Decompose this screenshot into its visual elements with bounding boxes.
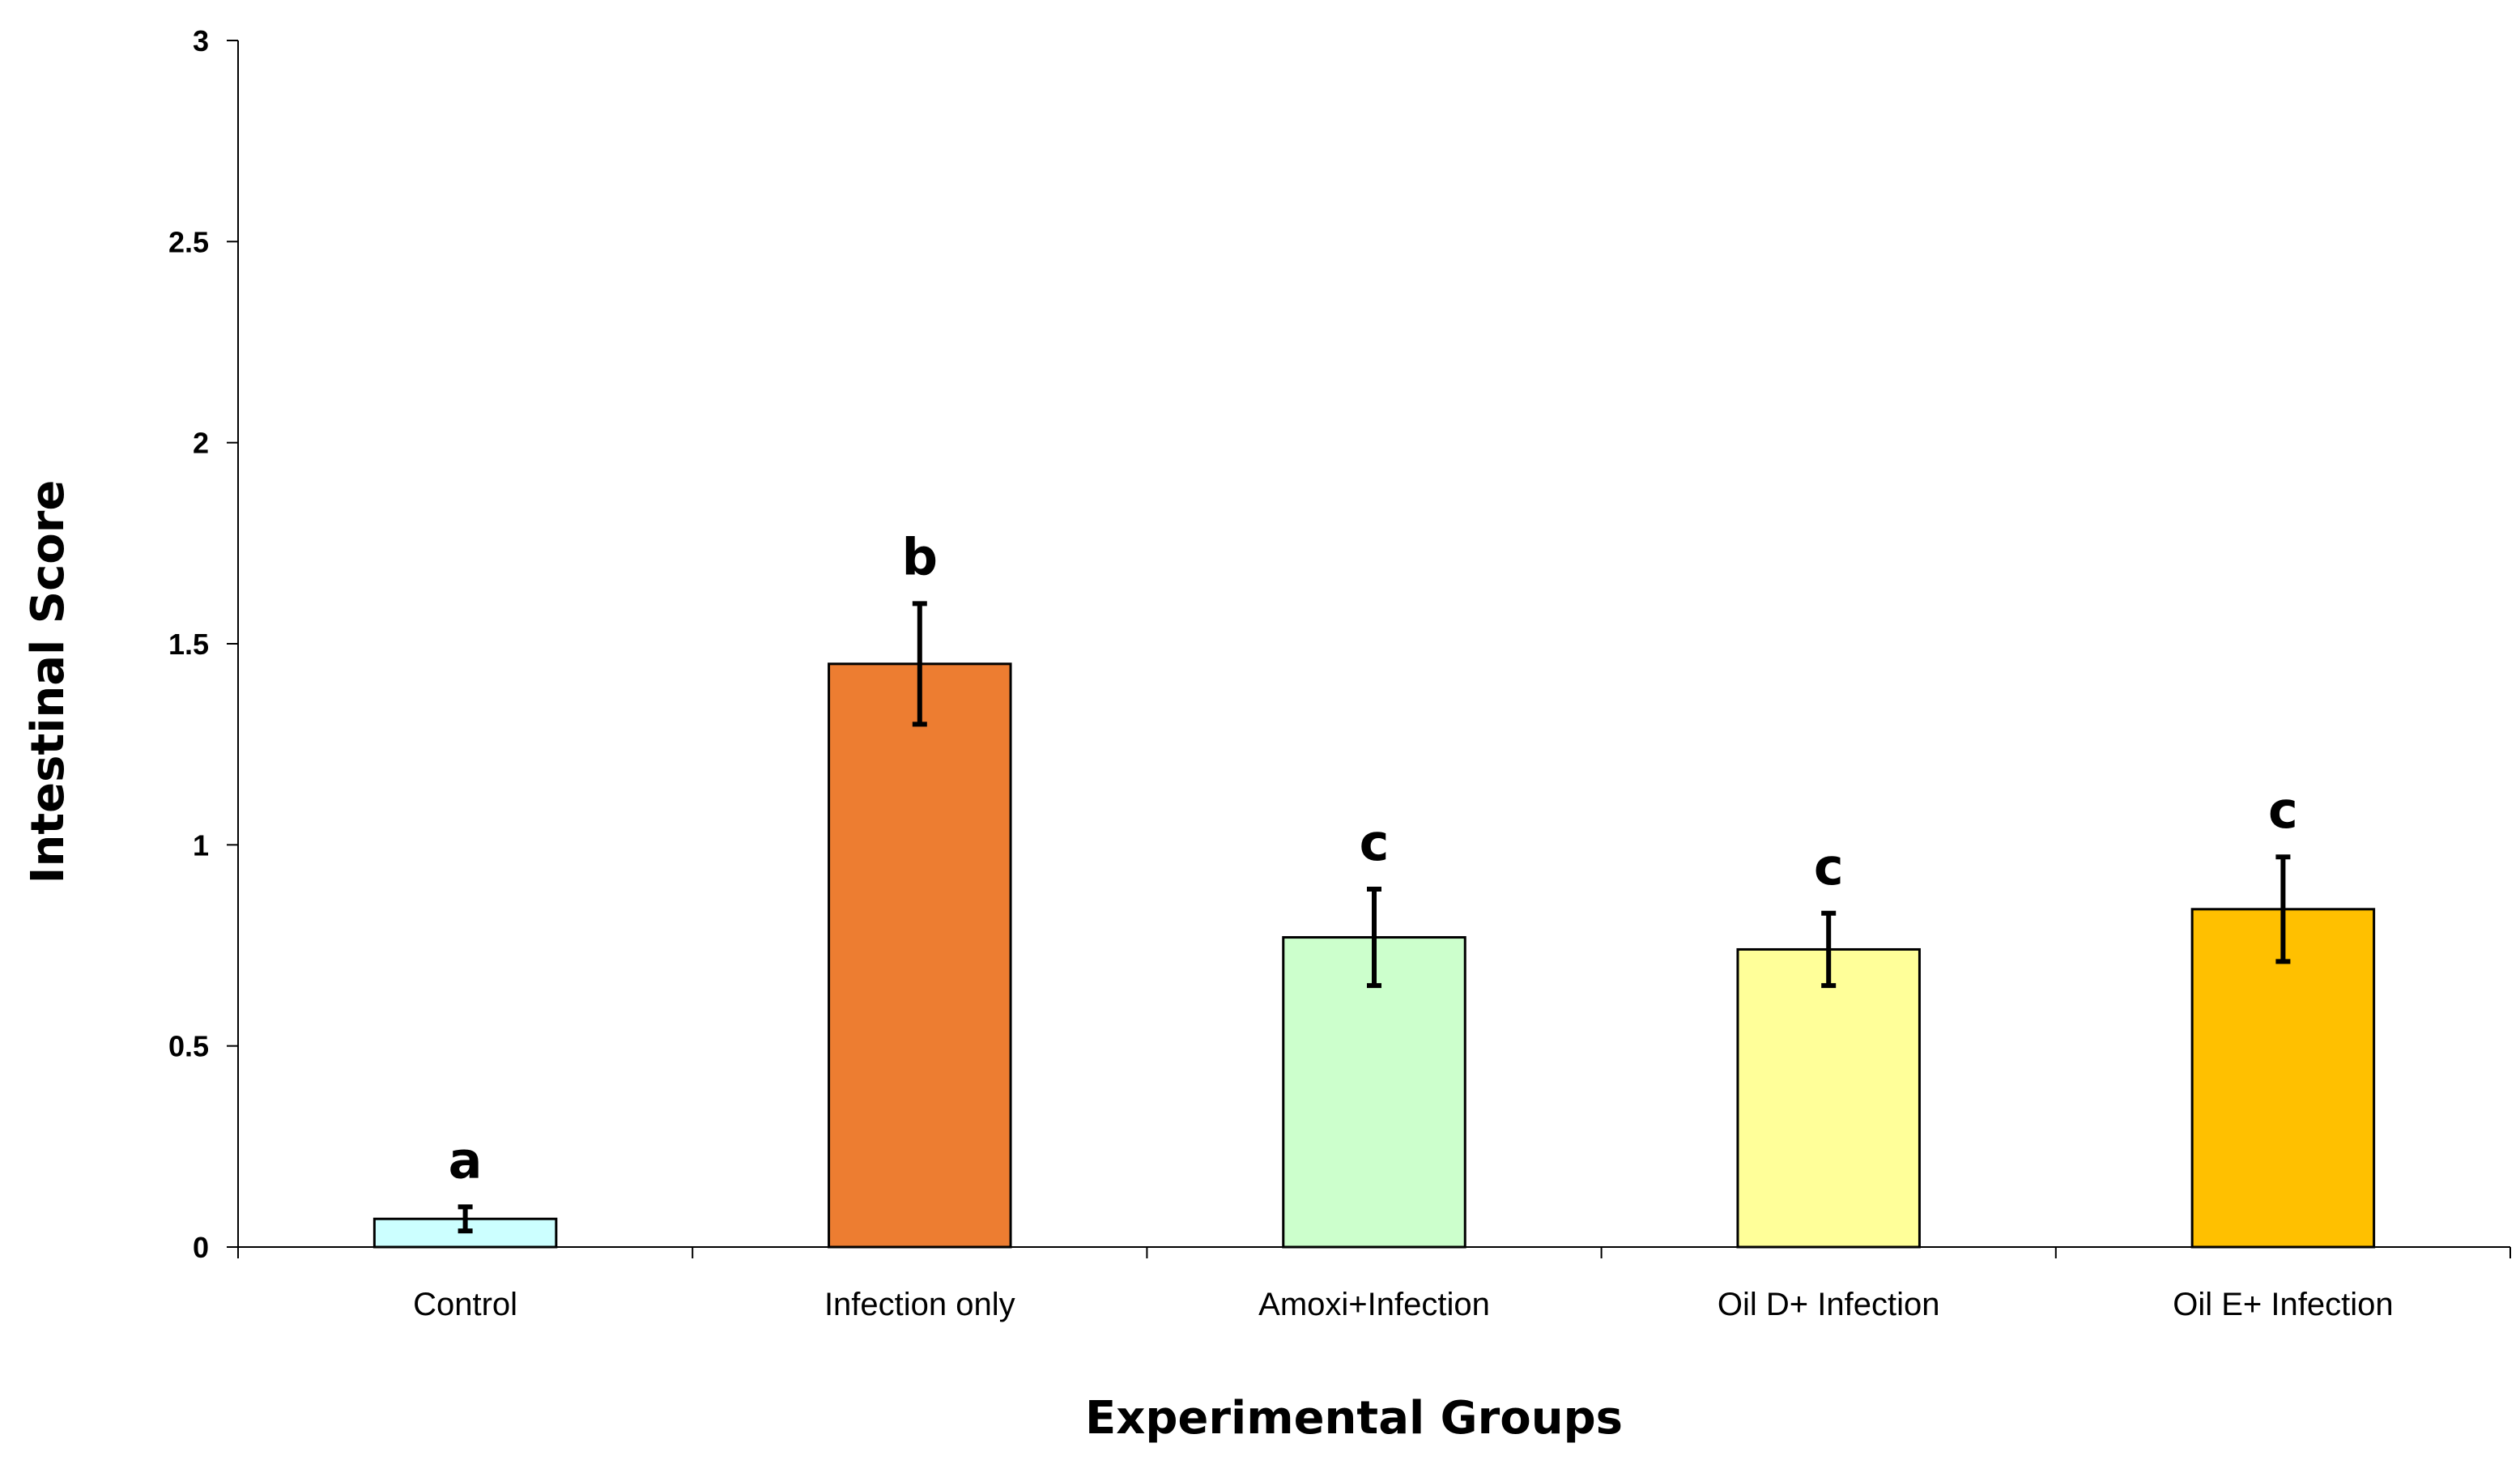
x-tick-label: Oil E+ Infection (2173, 1287, 2393, 1322)
y-axis-title: Intestinal Score (22, 480, 74, 884)
y-tick-label: 3 (193, 24, 209, 57)
y-axis: 0 0.5 1 1.5 2 2.5 3 (168, 24, 239, 1264)
bar (1282, 936, 1466, 1249)
y-tick-label: 1 (193, 828, 209, 862)
y-tick-label: 1.5 (168, 628, 209, 661)
bar (1736, 947, 1921, 1249)
x-tick-label: Amoxi+Infection (1258, 1287, 1490, 1322)
significance-label: b (902, 527, 938, 586)
bar (2190, 908, 2376, 1249)
y-tick-label: 0 (193, 1231, 209, 1264)
bar (828, 662, 1012, 1249)
y-tick-label: 2.5 (168, 225, 209, 258)
significance-label: c (1814, 837, 1844, 896)
x-tick-label: Oil D+ Infection (1718, 1287, 1940, 1322)
significance-label: a (449, 1130, 483, 1190)
x-tick-label: Infection only (824, 1287, 1015, 1322)
x-axis: Control Infection only Amoxi+Infection Oil … (237, 1246, 2511, 1322)
bars: a b c c c (372, 527, 2376, 1249)
x-axis-title: Experimental Groups (1085, 1392, 1623, 1445)
y-tick-label: 0.5 (168, 1030, 209, 1063)
y-tick-label: 2 (193, 427, 209, 460)
significance-label: c (1360, 813, 1390, 872)
x-tick-label: Control (413, 1287, 517, 1322)
significance-label: c (2268, 781, 2298, 840)
